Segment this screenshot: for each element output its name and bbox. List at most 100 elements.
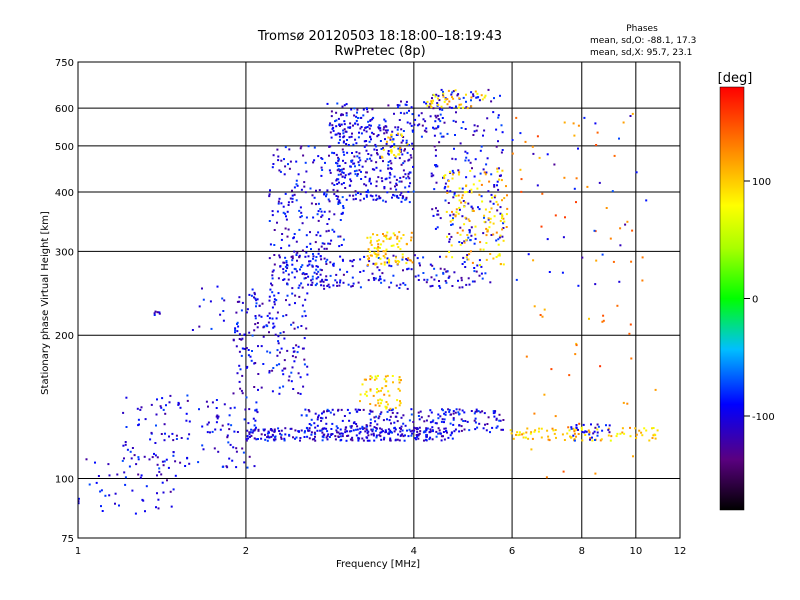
data-point <box>505 185 507 188</box>
data-point <box>123 457 125 460</box>
data-point <box>390 133 393 136</box>
data-point <box>388 176 391 179</box>
data-point <box>363 140 366 143</box>
data-point <box>601 320 604 323</box>
data-point <box>441 108 444 111</box>
data-point <box>350 135 353 138</box>
data-point <box>382 430 384 433</box>
data-point <box>432 99 434 102</box>
data-point <box>139 408 142 411</box>
data-point <box>232 392 235 395</box>
data-point <box>354 408 357 411</box>
data-point <box>246 466 249 469</box>
data-point <box>431 426 434 429</box>
data-point <box>228 428 231 431</box>
data-point <box>437 413 440 416</box>
data-point <box>444 97 447 100</box>
data-point <box>385 385 388 387</box>
data-point <box>325 230 328 233</box>
data-point <box>299 439 301 442</box>
data-point <box>370 154 373 157</box>
data-point <box>378 434 381 437</box>
data-point <box>401 256 404 259</box>
data-point <box>394 415 397 418</box>
data-point <box>391 130 394 133</box>
data-point <box>291 194 294 197</box>
data-point <box>497 243 500 246</box>
data-point <box>346 139 348 141</box>
data-point <box>499 219 502 222</box>
data-point <box>429 436 432 439</box>
data-point <box>465 184 468 187</box>
data-point <box>457 411 460 414</box>
data-point <box>430 102 433 105</box>
data-point <box>371 131 374 134</box>
data-point <box>296 184 299 187</box>
data-point <box>394 155 397 158</box>
data-point <box>349 122 352 125</box>
data-point <box>135 463 138 466</box>
data-point <box>307 255 310 258</box>
data-point <box>594 426 597 429</box>
data-point <box>377 402 380 405</box>
data-point <box>383 187 386 190</box>
data-point <box>434 227 437 230</box>
data-point <box>191 329 194 331</box>
data-point <box>553 163 556 166</box>
data-point <box>357 281 360 284</box>
data-point <box>161 481 164 484</box>
data-point <box>175 438 178 440</box>
data-point <box>334 438 337 441</box>
data-point <box>397 106 399 109</box>
data-point <box>654 388 657 391</box>
data-point <box>445 430 447 433</box>
data-point <box>257 373 260 375</box>
data-point <box>114 502 116 505</box>
data-point <box>443 121 446 124</box>
data-point <box>471 209 474 212</box>
data-point <box>629 426 631 429</box>
data-point <box>440 135 443 138</box>
data-point <box>495 128 498 131</box>
data-point <box>337 201 340 204</box>
data-point <box>426 278 429 281</box>
data-point <box>483 214 486 217</box>
data-point <box>237 325 240 328</box>
data-point <box>394 428 397 431</box>
data-point <box>376 153 379 156</box>
data-point <box>434 164 437 167</box>
data-point <box>575 427 578 429</box>
data-point <box>374 143 377 146</box>
data-point <box>365 424 368 427</box>
data-point <box>370 124 372 127</box>
data-point <box>383 261 386 264</box>
data-point <box>232 446 235 449</box>
data-point <box>226 434 229 437</box>
data-point <box>100 505 102 508</box>
data-point <box>240 309 243 312</box>
data-point <box>586 185 589 188</box>
data-point <box>124 483 127 486</box>
data-point <box>449 422 452 425</box>
data-point <box>405 196 408 199</box>
data-point <box>448 275 451 278</box>
data-point <box>351 152 353 154</box>
data-point <box>246 429 249 432</box>
data-point <box>380 389 382 392</box>
data-point <box>397 260 399 262</box>
data-point <box>353 162 356 165</box>
data-point <box>377 126 380 129</box>
data-point <box>369 157 371 160</box>
data-point <box>458 199 461 202</box>
data-point <box>539 314 542 316</box>
data-point <box>408 109 410 112</box>
data-point <box>598 181 601 184</box>
data-point <box>257 345 259 348</box>
data-point <box>301 304 304 307</box>
data-point <box>269 243 272 246</box>
data-point <box>322 427 324 430</box>
data-point <box>594 472 597 475</box>
data-point <box>443 268 446 271</box>
data-point <box>500 174 502 177</box>
data-point <box>465 238 468 241</box>
